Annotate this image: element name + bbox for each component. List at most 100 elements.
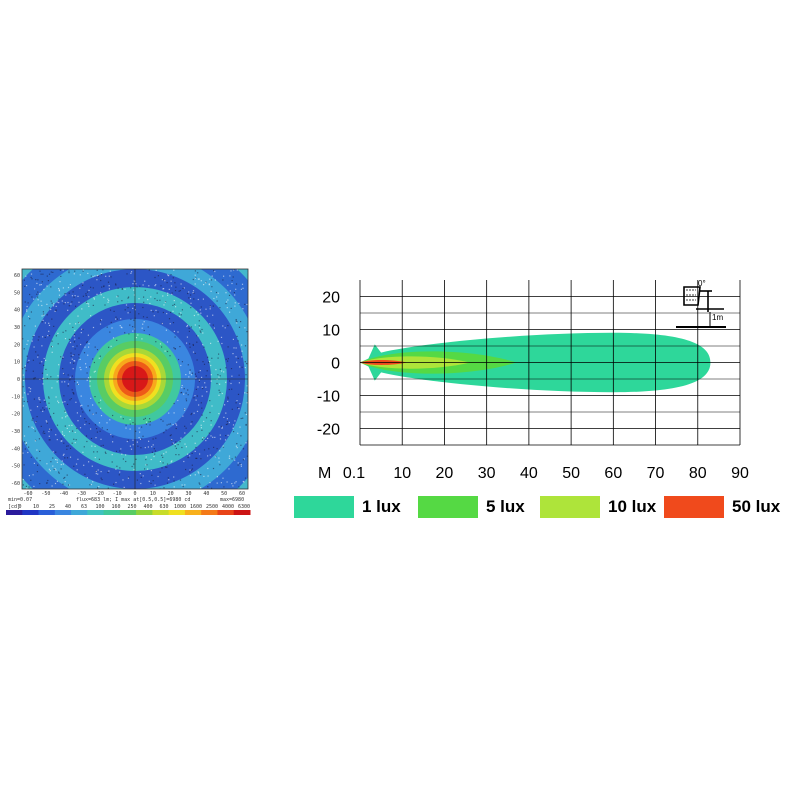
heatmap-y-tick: 0: [17, 377, 20, 383]
inset-angle-label: 0°: [698, 279, 706, 288]
beam-y-axis: 20 10 0 -10 -20: [317, 290, 340, 439]
legend-label: 1 lux: [362, 497, 401, 516]
heatmap-x-tick: -60: [23, 491, 32, 497]
heatmap-scale-tick: 400: [143, 504, 152, 510]
heatmap-scale-tick: 250: [127, 504, 136, 510]
heatmap-flux-label: flux=683 lm; I max at[0.5,0.5]=6980 cd: [76, 497, 190, 503]
y-tick-label: 10: [322, 323, 340, 340]
heatmap-min-label: min=0.07: [8, 497, 32, 503]
beam-grid: [359, 280, 741, 446]
heatmap-scale-tick: 630: [159, 504, 168, 510]
heatmap-x-tick: 20: [168, 491, 174, 497]
legend-item-10-lux: 10 lux: [540, 496, 656, 518]
y-tick-label: -20: [317, 422, 340, 439]
heatmap-x-tick: 50: [221, 491, 227, 497]
heatmap-scale-tick: 4000: [222, 504, 234, 510]
legend-swatch: [418, 496, 478, 518]
heatmap-scale-swatch: [22, 510, 40, 515]
heatmap-scale-swatch: [71, 510, 88, 515]
heatmap-x-tick: 40: [203, 491, 209, 497]
x-tick-label: 30: [478, 465, 496, 482]
heatmap-y-tick: -40: [11, 446, 20, 452]
heatmap-x-tick: -10: [113, 491, 122, 497]
x-tick-label: 0.1: [343, 465, 365, 482]
beam-x-axis: 0.1 10 20 30 40 50 60 70 80 90: [343, 465, 749, 482]
x-tick-label: 60: [604, 465, 622, 482]
x-tick-label: 10: [393, 465, 411, 482]
heatmap-x-tick: -50: [41, 491, 50, 497]
heatmap-scale-swatch: [233, 510, 251, 515]
heatmap-x-tick: -30: [77, 491, 86, 497]
heatmap-x-tick: 10: [150, 491, 156, 497]
x-tick-label: 40: [520, 465, 538, 482]
heatmap-plot: [22, 269, 248, 489]
heatmap-scale-tick: 0: [18, 504, 21, 510]
heatmap-scale-tick: 6300: [238, 504, 250, 510]
legend-swatch: [664, 496, 724, 518]
heatmap-max-label: max=6980: [220, 497, 244, 503]
heatmap-scale-swatch: [103, 510, 121, 515]
heatmap-y-tick: -20: [11, 412, 20, 418]
heatmap-scale-swatch: [201, 510, 218, 515]
heatmap-scale-tick: 1600: [190, 504, 202, 510]
heatmap-x-tick: -40: [59, 491, 68, 497]
heatmap-scale-swatch: [152, 510, 170, 515]
legend-label: 50 lux: [732, 497, 781, 516]
heatmap-y-tick: 20: [14, 342, 20, 348]
heatmap-y-tick: -30: [11, 429, 20, 435]
heatmap-scale-tick: 40: [65, 504, 71, 510]
heatmap-x-tick: -20: [95, 491, 104, 497]
x-tick-label: 80: [689, 465, 707, 482]
heatmap-y-tick: 10: [14, 360, 20, 366]
heatmap-scale-swatch: [87, 510, 105, 515]
legend-item-1-lux: 1 lux: [294, 496, 401, 518]
x-tick-label: 70: [647, 465, 665, 482]
heatmap-y-tick: 30: [14, 325, 20, 331]
heatmap-scale-unit: [cd]: [8, 504, 20, 510]
heatmap-y-tick: -50: [11, 464, 20, 470]
heatmap-y-tick: 60: [14, 273, 20, 279]
heatmap-scale-swatch: [136, 510, 153, 515]
heatmap-scale-tick: 160: [111, 504, 120, 510]
legend-item-50-lux: 50 lux: [664, 496, 780, 518]
legend-swatch: [540, 496, 600, 518]
heatmap-y-tick: 50: [14, 290, 20, 296]
x-tick-label: 20: [436, 465, 454, 482]
heatmap-scale-swatch: [38, 510, 56, 515]
isolux-heatmap: -60 -50 -40 -30 -20 -10 0 10 20 30 40 50 60 60 50 40 30 2…: [6, 263, 252, 521]
heatmap-scale-swatch: [6, 510, 23, 515]
mounting-inset-icon: 0° 1m: [676, 279, 726, 328]
heatmap-scale-tick: 63: [81, 504, 87, 510]
y-tick-label: 20: [322, 290, 340, 307]
beam-svg: 20 10 0 -10 -20 0.1 10 20 30 40 50 60 70 80 90 M 0° 1…: [317, 279, 749, 482]
legend-label: 10 lux: [608, 497, 657, 516]
heatmap-scale-swatch: [54, 510, 72, 515]
heatmap-y-tick: -60: [11, 481, 20, 487]
heatmap-svg: -60 -50 -40 -30 -20 -10 0 10 20 30 40 50 60 60 50 40 30 2…: [6, 268, 251, 515]
heatmap-x-tick: 0: [133, 491, 136, 497]
legend-swatch: [294, 496, 354, 518]
heatmap-scale-tick: 100: [95, 504, 104, 510]
heatmap-y-tick: -10: [11, 394, 20, 400]
y-tick-label: 0: [331, 356, 340, 373]
heatmap-scale-tick: 25: [49, 504, 55, 510]
inset-distance-label: 1m: [712, 313, 723, 322]
beam-pattern-chart: 20 10 0 -10 -20 0.1 10 20 30 40 50 60 70 80 90 M 0° 1…: [300, 268, 788, 528]
legend-item-5-lux: 5 lux: [418, 496, 525, 518]
heatmap-scale-swatch: [217, 510, 235, 515]
x-tick-label: 90: [731, 465, 749, 482]
heatmap-scale-swatch: [168, 510, 186, 515]
x-tick-label: 50: [562, 465, 580, 482]
y-tick-label: -10: [317, 389, 340, 406]
legend-label: 5 lux: [486, 497, 525, 516]
heatmap-x-tick: 30: [185, 491, 191, 497]
heatmap-scale-swatch: [119, 510, 137, 515]
heatmap-x-tick: 60: [239, 491, 245, 497]
heatmap-scale-tick: 1000: [174, 504, 186, 510]
heatmap-y-tick: 40: [14, 308, 20, 314]
heatmap-color-scale: 0 10 25 40 63 100 160 250 400 630 1000 1600 2500 4000…: [6, 504, 251, 515]
heatmap-scale-tick: 2500: [206, 504, 218, 510]
x-axis-prefix: M: [318, 465, 331, 482]
heatmap-axes: -60 -50 -40 -30 -20 -10 0 10 20 30 40 50 60 60 50 40 30 2…: [11, 268, 249, 497]
heatmap-field: [22, 269, 248, 489]
